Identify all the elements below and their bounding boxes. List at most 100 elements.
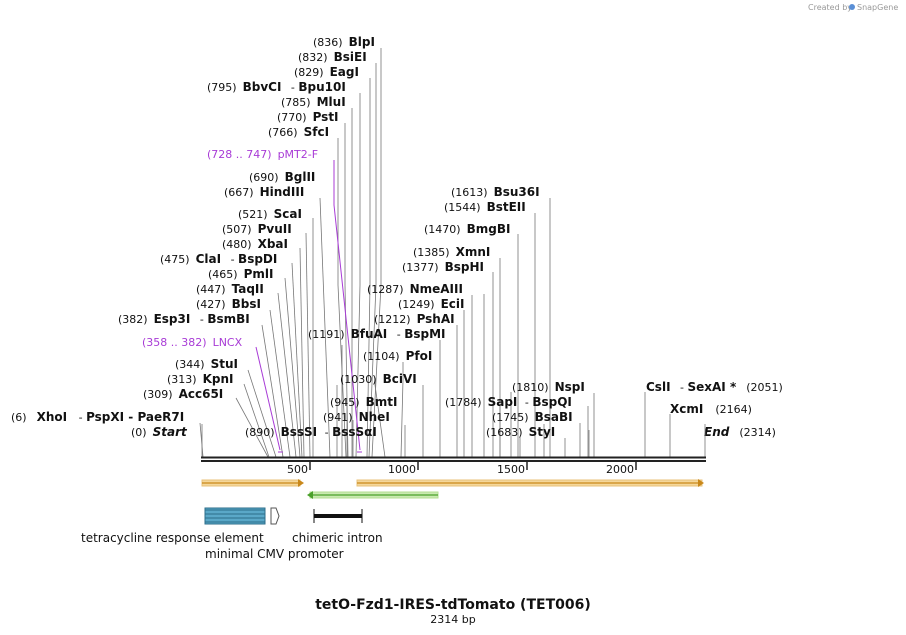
svg-text:(358 .. 382)LNCX: (358 .. 382) LNCX <box>142 336 243 349</box>
svg-text:XcmI(2164): XcmI (2164) <box>670 402 752 416</box>
enzyme-pos: (1030) <box>340 373 377 386</box>
svg-text:(770)PstI: (770) PstI <box>277 110 339 124</box>
enzyme-name-bsiei: BsiEI <box>334 50 367 64</box>
enzyme-name-hindiii: HindIII <box>260 185 305 199</box>
svg-text:(836)BlpI: (836) BlpI <box>313 35 375 49</box>
orf-arrow-right[interactable] <box>356 479 704 487</box>
enzyme-pos: (447) <box>196 283 226 296</box>
enzyme-alt-pspxi: PspXI - PaeR7I <box>86 410 184 424</box>
svg-text:(667)HindIII: (667) HindIII <box>224 185 304 199</box>
enzyme-alt-bspmi: BspMI <box>404 327 445 341</box>
enzyme-name-pmli: PmlI <box>244 267 274 281</box>
enzyme-pos: (1104) <box>363 350 400 363</box>
enzyme-alt-sexai: SexAI * <box>688 380 737 394</box>
reverse-orf-arrow[interactable] <box>307 491 439 499</box>
enzyme-name-bmgbi: BmgBI <box>467 222 511 236</box>
svg-text:(344)StuI: (344) StuI <box>175 357 238 371</box>
orf-arrow-left[interactable] <box>201 479 304 487</box>
enzyme-pos: (1683) <box>486 426 523 439</box>
enzyme-pos: (427) <box>196 298 226 311</box>
brand-created-by: Created by <box>808 3 852 12</box>
chimeric-intron-feature[interactable] <box>313 509 363 523</box>
enzyme-pos: (1470) <box>424 223 461 236</box>
enzyme-pos: (2164) <box>715 403 752 416</box>
enzyme-pos: (1613) <box>451 186 488 199</box>
enzyme-name-xbai: XbaI <box>258 237 288 251</box>
enzyme-pos: (521) <box>238 208 268 221</box>
enzyme-pos: (1287) <box>367 283 404 296</box>
enzyme-name-bcivi: BciVI <box>383 372 417 386</box>
svg-text:(465)PmlI: (465) PmlI <box>208 267 273 281</box>
enzyme-name-ecii: EciI <box>441 297 465 311</box>
enzyme-pos: (1191) <box>308 328 345 341</box>
svg-text:(427)BbsI: (427) BbsI <box>196 297 261 311</box>
cmv-promoter-arrow[interactable] <box>270 507 280 525</box>
svg-text:(832)BsiEI: (832) BsiEI <box>298 50 367 64</box>
enzyme-pos: (1385) <box>413 246 450 259</box>
svg-text:(382)Esp3I - BsmBI: (382) Esp3I - BsmBI <box>118 312 250 326</box>
enzyme-name-xmni: XmnI <box>456 245 491 259</box>
enzyme-name-psti: PstI <box>313 110 339 124</box>
enzyme-pos: (941) <box>323 411 353 424</box>
svg-text:(0)Start: (0) Start <box>131 425 188 439</box>
svg-text:(1287)NmeAIII: (1287) NmeAIII <box>367 282 463 296</box>
tre-feature-box[interactable] <box>204 507 266 525</box>
svg-text:(766)SfcI: (766) SfcI <box>268 125 329 139</box>
enzyme-name-nspi: NspI <box>555 380 585 394</box>
enzyme-name-esp3i: Esp3I <box>154 312 191 326</box>
enzyme-name-bsssi: BssSI <box>281 425 318 439</box>
enzyme-pos: (344) <box>175 358 205 371</box>
svg-text:(785)MluI: (785) MluI <box>281 95 346 109</box>
tick-label-1000: 1000 <box>388 463 416 476</box>
svg-text:(829)EagI: (829) EagI <box>294 65 359 79</box>
enzyme-name-bbvci: BbvCI <box>243 80 282 94</box>
enzyme-pos: (1784) <box>445 396 482 409</box>
primer-name-pmt2f: pMT2-F <box>278 148 319 161</box>
svg-text:(890)BssSI - BssSαI: (890) BssSI - BssSαI <box>245 425 377 439</box>
enzyme-pos: (795) <box>207 81 237 94</box>
enzyme-name-blpi: BlpI <box>349 35 375 49</box>
enzyme-name-sapi: SapI <box>488 395 518 409</box>
primer-pos: (358 .. 382) <box>142 336 207 349</box>
cut-site-lines <box>199 48 671 458</box>
feature-label-tre: tetracycline response element <box>81 531 264 545</box>
ruler-labels: 500 1000 1500 2000 <box>287 463 634 476</box>
svg-text:(309)Acc65I: (309) Acc65I <box>143 387 223 401</box>
enzyme-name-bsabi: BsaBI <box>535 410 573 424</box>
svg-text:(1613)Bsu36I: (1613) Bsu36I <box>451 185 540 199</box>
enzyme-name-pvuii: PvuII <box>258 222 292 236</box>
enzyme-pos: (1212) <box>374 313 411 326</box>
svg-text:(1810)NspI: (1810) NspI <box>512 380 585 394</box>
enzyme-pos: (1377) <box>402 261 439 274</box>
enzyme-name-mlui: MluI <box>317 95 346 109</box>
enzyme-name-bglii: BglII <box>285 170 316 184</box>
enzyme-name-bsu36i: Bsu36I <box>494 185 540 199</box>
svg-text:(1470)BmgBI: (1470) BmgBI <box>424 222 510 236</box>
enzyme-name-pfoi: PfoI <box>406 349 433 363</box>
enzyme-pos: (770) <box>277 111 307 124</box>
enzyme-pos: (945) <box>330 396 360 409</box>
svg-text:(1212)PshAI: (1212) PshAI <box>374 312 455 326</box>
brand-name[interactable]: SnapGene <box>857 3 898 12</box>
enzyme-pos: (1544) <box>444 201 481 214</box>
enzyme-pos: (475) <box>160 253 190 266</box>
end-pos: (2314) <box>739 426 776 439</box>
feature-label-cmv: minimal CMV promoter <box>205 547 344 561</box>
enzyme-labels: (836) BlpI (832) BsiEI (829) EagI (795) BbvC… <box>11 35 783 439</box>
enzyme-name-eagi: EagI <box>330 65 359 79</box>
enzyme-alt-bpu10i: Bpu10I <box>298 80 345 94</box>
svg-text:(6)XhoI - PspXI - PaeR7I: (6) XhoI - PspXI - PaeR7I <box>11 410 184 424</box>
enzyme-pos: (465) <box>208 268 238 281</box>
feature-label-intron: chimeric intron <box>292 531 383 545</box>
enzyme-alt-bsmbi: BsmBI <box>207 312 249 326</box>
svg-text:(945)BmtI: (945) BmtI <box>330 395 397 409</box>
svg-text:(1385)XmnI: (1385) XmnI <box>413 245 490 259</box>
enzyme-name-kpni: KpnI <box>203 372 234 386</box>
enzyme-alt-bspqi: BspQI <box>532 395 572 409</box>
enzyme-pos: (382) <box>118 313 148 326</box>
enzyme-name-nhei: NheI <box>359 410 390 424</box>
enzyme-name-xhoi: XhoI <box>37 410 68 424</box>
svg-text:(728 .. 747)pMT2-F: (728 .. 747) pMT2-F <box>207 148 318 161</box>
enzyme-pos: (2051) <box>746 381 783 394</box>
